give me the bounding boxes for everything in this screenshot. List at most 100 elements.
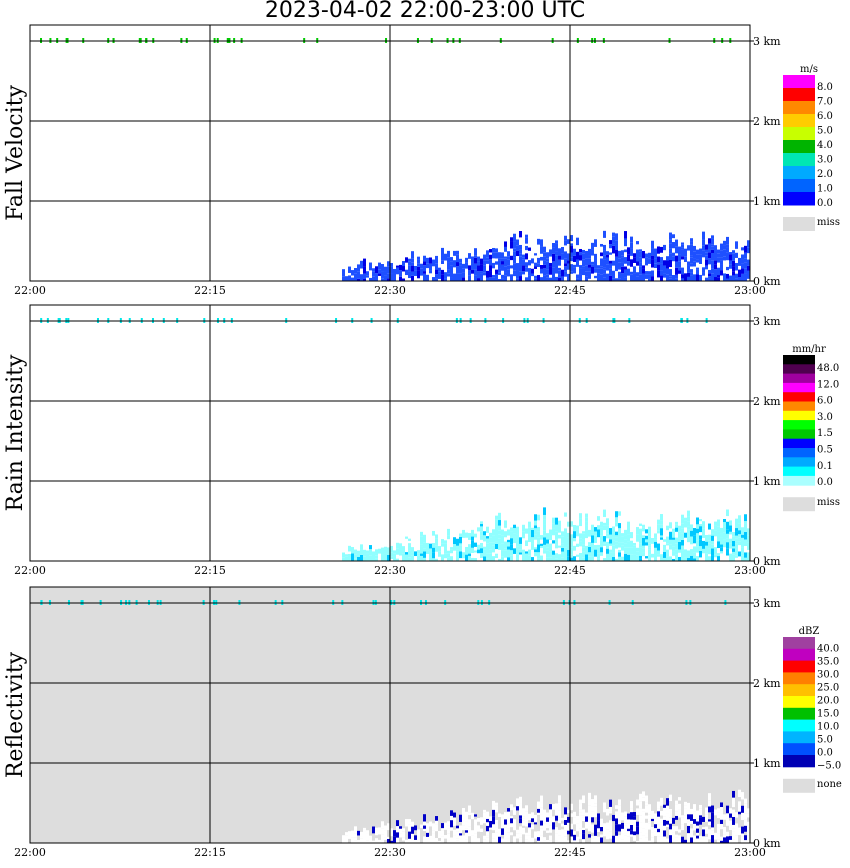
echo-cell xyxy=(486,260,489,264)
echo-cell xyxy=(360,554,363,561)
echo-cell xyxy=(531,258,534,264)
echo-cell xyxy=(744,539,747,542)
echo-cell xyxy=(648,543,651,546)
echo-cell xyxy=(657,550,660,555)
echo-cell xyxy=(522,808,525,817)
echo-cell xyxy=(402,261,405,267)
echo-cell xyxy=(471,830,474,836)
echo-cell xyxy=(408,838,411,843)
echo-cell xyxy=(735,543,738,550)
echo-cell xyxy=(717,827,720,834)
echo-cell xyxy=(597,553,600,559)
echo-cell xyxy=(669,544,672,550)
echo-cell xyxy=(729,808,732,814)
echo-cell xyxy=(540,277,543,281)
echo-cell xyxy=(678,525,681,532)
echo-cell xyxy=(639,274,642,281)
echo-cell xyxy=(468,544,471,551)
echo-cell xyxy=(411,258,414,263)
echo-cell xyxy=(354,268,357,274)
echo-cell xyxy=(678,270,681,274)
echo-cell xyxy=(654,263,657,269)
echo-cell xyxy=(708,238,711,244)
echo-cell xyxy=(657,811,660,817)
echo-cell xyxy=(648,823,651,830)
echo-cell xyxy=(393,830,396,837)
echo-cell xyxy=(540,256,543,261)
echo-cell xyxy=(591,524,594,533)
echo-cell xyxy=(585,554,588,561)
echo-cell xyxy=(603,273,606,278)
echo-cell xyxy=(723,814,726,820)
echo-cell xyxy=(384,837,387,840)
echo-cell xyxy=(471,557,474,561)
echo-cell xyxy=(645,271,648,275)
echo-cell xyxy=(543,816,546,824)
echo-cell xyxy=(525,832,528,836)
echo-cell xyxy=(627,527,630,530)
echo-cell xyxy=(666,809,669,814)
echo-cell xyxy=(507,256,510,260)
echo-cell xyxy=(576,543,579,547)
echo-cell xyxy=(396,558,399,561)
x-tick-label: 22:15 xyxy=(194,846,226,859)
legend-label: 12.0 xyxy=(817,379,839,390)
echo-cell xyxy=(501,258,504,262)
echo-cell xyxy=(651,810,654,819)
echo-cell xyxy=(678,835,681,843)
echo-cell xyxy=(486,818,489,823)
echo-cell xyxy=(543,840,546,843)
echo-cell xyxy=(435,824,438,832)
echo-cell xyxy=(696,821,699,826)
echo-cell xyxy=(585,521,588,526)
echo-cell xyxy=(423,557,426,561)
y-tick-label: 1 km xyxy=(753,195,781,208)
echo-cell xyxy=(738,789,741,798)
echo-cell xyxy=(423,821,426,826)
echo-cell xyxy=(513,836,516,843)
echo-cell xyxy=(597,265,600,269)
echo-cell xyxy=(525,839,528,843)
echo-cell xyxy=(738,534,741,538)
echo-cell xyxy=(609,275,612,281)
echo-cell xyxy=(579,828,582,834)
echo-cell xyxy=(489,271,492,278)
echo-cell xyxy=(654,828,657,832)
echo-cell xyxy=(462,529,465,538)
echo-cell xyxy=(525,821,528,827)
echo-cell xyxy=(723,273,726,281)
echo-cell xyxy=(690,549,693,556)
echo-cell xyxy=(459,258,462,263)
echo-cell xyxy=(432,277,435,281)
echo-cell xyxy=(483,531,486,536)
echo-cell xyxy=(615,805,618,809)
echo-cell xyxy=(615,535,618,538)
echo-cell xyxy=(585,816,588,822)
echo-cell xyxy=(570,246,573,253)
echo-cell xyxy=(609,820,612,826)
echo-cell xyxy=(492,545,495,553)
echo-cell xyxy=(675,834,678,838)
echo-cell xyxy=(390,545,393,553)
echo-cell xyxy=(360,274,363,281)
echo-cell xyxy=(546,269,549,275)
echo-cell xyxy=(702,267,705,273)
echo-cell xyxy=(402,266,405,272)
echo-cell xyxy=(474,248,477,256)
echo-cell xyxy=(570,534,573,541)
echo-cell xyxy=(354,833,357,838)
echo-cell xyxy=(381,834,384,841)
legend-swatch xyxy=(783,684,815,697)
echo-cell xyxy=(441,255,444,261)
echo-cell xyxy=(606,533,609,539)
echo-cell xyxy=(675,239,678,247)
legend-swatch xyxy=(783,401,815,412)
echo-cell xyxy=(444,253,447,261)
echo-cell xyxy=(429,263,432,271)
echo-cell xyxy=(354,273,357,281)
echo-cell xyxy=(465,816,468,822)
echo-cell xyxy=(345,554,348,557)
echo-cell xyxy=(744,252,747,259)
echo-cell xyxy=(570,823,573,830)
echo-cell xyxy=(492,824,495,831)
